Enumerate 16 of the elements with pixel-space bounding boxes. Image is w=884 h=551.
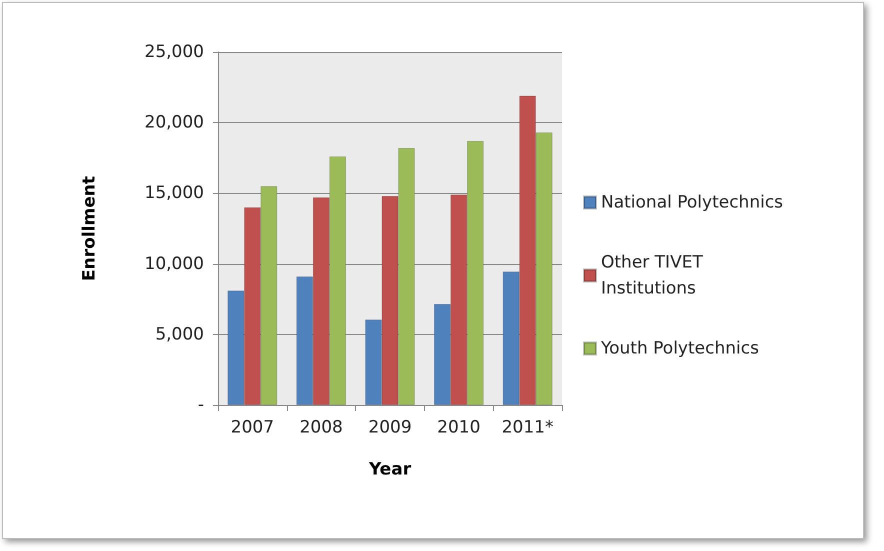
y-tick-label: 5,000: [155, 324, 204, 344]
y-tick-label: 15,000: [144, 183, 204, 204]
legend-label: Other TIVET Institutions: [601, 252, 704, 298]
y-axis-title: Enrollment: [80, 176, 100, 281]
x-tick-label: 2010: [437, 418, 480, 438]
x-tick-label: 2011*: [502, 418, 554, 438]
x-tick-label: 2008: [300, 418, 343, 438]
x-axis-title: Year: [368, 460, 412, 480]
x-tick-label: 2007: [230, 418, 274, 438]
y-tick-label: -: [198, 395, 204, 415]
y-tick-label: 20,000: [144, 112, 204, 133]
legend-label: Youth Polytechnics: [600, 338, 760, 358]
legend-label: National Polytechnics: [601, 192, 784, 212]
x-tick-label: 2009: [368, 418, 412, 438]
y-tick-label: 10,000: [144, 254, 204, 274]
y-tick-label: 25,000: [144, 42, 204, 62]
